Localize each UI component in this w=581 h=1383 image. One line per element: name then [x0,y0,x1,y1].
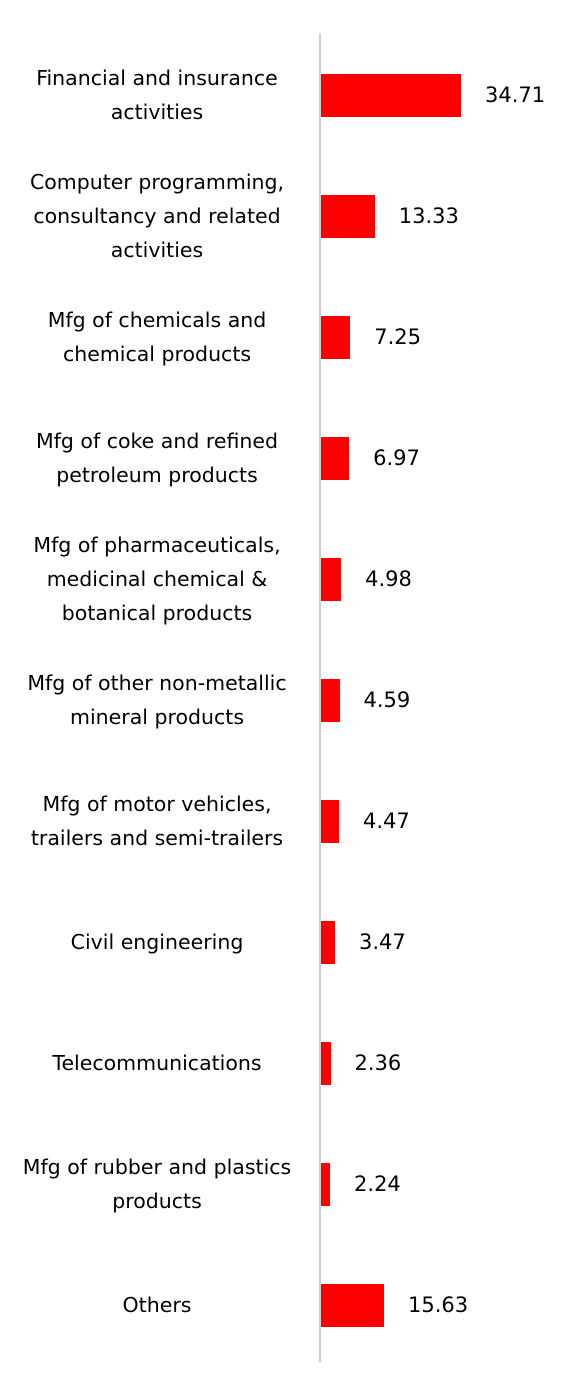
category-label: Financial and insurance activities [36,66,278,124]
bar [321,557,342,601]
value-label: 2.36 [354,1050,402,1075]
category-label: Mfg of rubber and plastics products [22,1155,292,1213]
bar [321,799,340,843]
category-label: Computer programming, consultancy and re… [29,170,285,262]
bar [321,315,351,359]
category-label: Mfg of pharmaceuticals, medicinal chemic… [33,533,281,625]
value-label: 3.47 [358,929,406,954]
value-label: 6.97 [373,445,420,470]
bar [321,436,350,480]
value-label: 4.47 [363,808,410,833]
category-label: Mfg of other non-metallic mineral produc… [27,671,287,729]
bar [321,678,340,722]
value-label: 4.59 [363,687,411,712]
bar [321,1283,385,1327]
category-axis-line [319,34,321,1362]
category-label: Civil engineering [70,930,244,954]
category-label: Mfg of motor vehicles, trailers and semi… [30,792,284,850]
value-label: 4.98 [365,566,412,591]
value-label: 15.63 [408,1292,469,1317]
category-label: Telecommunications [52,1051,262,1075]
category-label: Others [122,1293,192,1317]
bar [321,920,335,964]
bar [321,1041,331,1085]
value-label: 13.33 [398,203,459,228]
category-label: Mfg of chemicals and chemical products [47,308,267,366]
bar [321,194,375,238]
category-label: Mfg of coke and refined petroleum produc… [36,429,278,487]
value-label: 34.71 [485,82,546,107]
bar [321,73,461,117]
value-label: 2.24 [354,1171,401,1196]
bar [321,1162,331,1206]
value-label: 7.25 [374,324,421,349]
